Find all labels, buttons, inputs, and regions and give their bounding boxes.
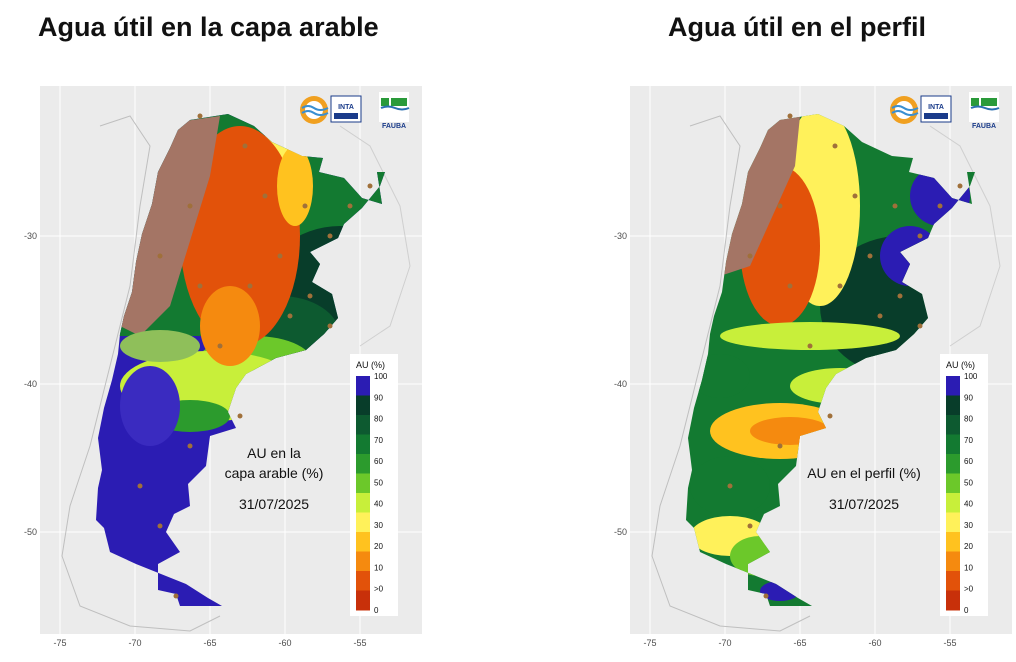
fauba-logo-text: FAUBA: [382, 123, 406, 130]
legend-color-swatch: [356, 376, 370, 396]
map-annotation-line: capa arable (%): [225, 465, 324, 481]
legend: AU (%) 100 90 80 70 60 50 40 30 20 10 >0 0: [350, 354, 398, 616]
legend-title: AU (%): [946, 360, 975, 370]
x-tick-label: -75: [53, 638, 66, 648]
y-axis: -30 -40 -50: [24, 231, 37, 537]
y-tick-label: -40: [24, 379, 37, 389]
legend-label: 90: [374, 393, 383, 402]
legend-label: 10: [374, 563, 383, 572]
legend-color-swatch: [356, 454, 370, 474]
legend-label: 30: [964, 521, 973, 530]
border-outline: [651, 115, 811, 632]
legend-color-swatch: [356, 395, 370, 416]
legend-color-swatch: [946, 551, 960, 572]
legend-color-swatch: [946, 473, 960, 494]
legend-color-swatch: [946, 376, 960, 396]
legend-color-swatch: [356, 590, 370, 611]
y-tick-label: -30: [24, 231, 37, 241]
legend: AU (%) 100 90 80 70 60 50 40 30 20 10 >0 0: [940, 354, 988, 616]
x-tick-label: -65: [203, 638, 216, 648]
legend-color-swatch: [356, 512, 370, 533]
legend-label: 90: [964, 393, 973, 402]
legend-label: 100: [964, 372, 978, 381]
x-tick-label: -55: [353, 638, 366, 648]
x-tick-label: -70: [128, 638, 141, 648]
legend-color-swatch: [946, 395, 960, 416]
legend-title: AU (%): [356, 360, 385, 370]
x-tick-label: -65: [793, 638, 806, 648]
fauba-logo-icon: FAUBA: [379, 92, 410, 130]
left-map-panel: -75 -70 -65 -60 -55 -30 -40 -50 AU en la…: [24, 86, 422, 648]
legend-label: 50: [374, 478, 383, 487]
left-map: -75 -70 -65 -60 -55 -30 -40 -50 AU en la…: [24, 86, 422, 648]
border-outline: [61, 115, 221, 632]
legend-label: >0: [374, 585, 384, 594]
fauba-logo-icon: FAUBA: [969, 92, 1000, 130]
legend-color-swatch: [356, 493, 370, 513]
legend-label: 60: [964, 457, 973, 466]
legend-color-swatch: [356, 532, 370, 552]
legend-color-swatch: [946, 454, 960, 474]
left-map-title: Agua útil en la capa arable: [38, 12, 379, 42]
legend-color-swatch: [356, 571, 370, 591]
right-map: -75 -70 -65 -60 -55 -30 -40 -50 AU en el…: [614, 86, 1012, 648]
legend-label: 70: [964, 436, 973, 445]
legend-color-swatch: [946, 590, 960, 611]
legend-label: 80: [374, 415, 383, 424]
map-annotation-line: AU en el perfil (%): [807, 465, 921, 481]
legend-label: 0: [374, 606, 379, 615]
legend-label: 30: [374, 521, 383, 530]
legend-color-swatch: [946, 493, 960, 513]
x-axis: -75 -70 -65 -60 -55: [53, 638, 366, 648]
x-tick-label: -75: [643, 638, 656, 648]
legend-label: 50: [964, 478, 973, 487]
y-tick-label: -30: [614, 231, 627, 241]
legend-label: 80: [964, 415, 973, 424]
x-axis: -75 -70 -65 -60 -55: [643, 638, 956, 648]
legend-color-swatch: [946, 532, 960, 552]
map-annotation-date: 31/07/2025: [239, 496, 309, 512]
inta-logo-text: INTA: [338, 104, 354, 111]
legend-color-swatch: [356, 434, 370, 455]
legend-color-swatch: [356, 415, 370, 435]
x-tick-label: -60: [278, 638, 291, 648]
inta-logo-text: INTA: [928, 104, 944, 111]
station-dots: [137, 113, 373, 599]
legend-label: 40: [374, 500, 383, 509]
x-tick-label: -60: [868, 638, 881, 648]
legend-label: 20: [374, 542, 383, 551]
y-tick-label: -50: [614, 527, 627, 537]
station-dots: [727, 113, 963, 599]
legend-color-swatch: [356, 473, 370, 494]
map-annotation-line: AU en la: [247, 445, 301, 461]
right-map-panel: -75 -70 -65 -60 -55 -30 -40 -50 AU en el…: [614, 86, 1012, 648]
legend-label: 40: [964, 500, 973, 509]
legend-label: 70: [374, 436, 383, 445]
logos: INTA FAUBA: [300, 92, 410, 130]
y-tick-label: -50: [24, 527, 37, 537]
legend-label: 0: [964, 606, 969, 615]
x-tick-label: -70: [718, 638, 731, 648]
legend-color-swatch: [946, 571, 960, 591]
legend-label: 60: [374, 457, 383, 466]
right-map-title: Agua útil en el perfil: [668, 12, 927, 42]
map-annotation-date: 31/07/2025: [829, 496, 899, 512]
y-tick-label: -40: [614, 379, 627, 389]
logos: INTA FAUBA: [890, 92, 1000, 130]
y-axis: -30 -40 -50: [614, 231, 627, 537]
legend-color-swatch: [946, 434, 960, 455]
legend-color-swatch: [356, 551, 370, 572]
legend-label: 20: [964, 542, 973, 551]
fauba-logo-text: FAUBA: [972, 123, 996, 130]
legend-color-swatch: [946, 415, 960, 435]
legend-color-swatch: [946, 512, 960, 533]
legend-label: 10: [964, 563, 973, 572]
legend-label: 100: [374, 372, 388, 381]
x-tick-label: -55: [943, 638, 956, 648]
legend-label: >0: [964, 585, 974, 594]
